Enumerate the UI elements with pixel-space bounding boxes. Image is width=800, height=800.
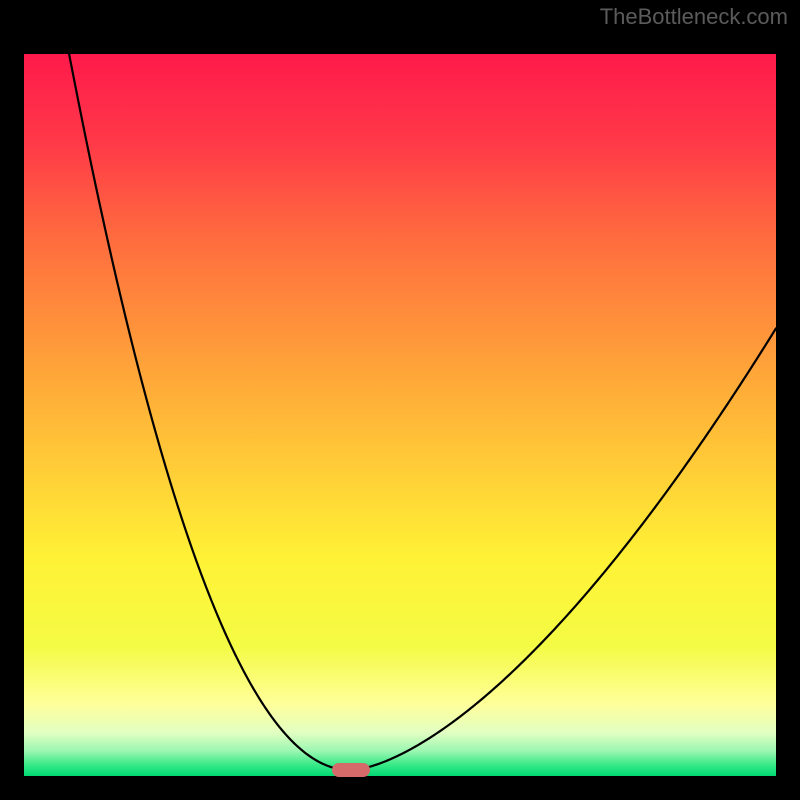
chart-container: TheBottleneck.com bbox=[0, 0, 800, 800]
bottleneck-curve bbox=[24, 54, 776, 776]
optimal-point-marker bbox=[332, 763, 370, 777]
plot-area bbox=[24, 54, 776, 776]
plot-frame bbox=[0, 30, 800, 800]
watermark-text: TheBottleneck.com bbox=[600, 4, 788, 30]
